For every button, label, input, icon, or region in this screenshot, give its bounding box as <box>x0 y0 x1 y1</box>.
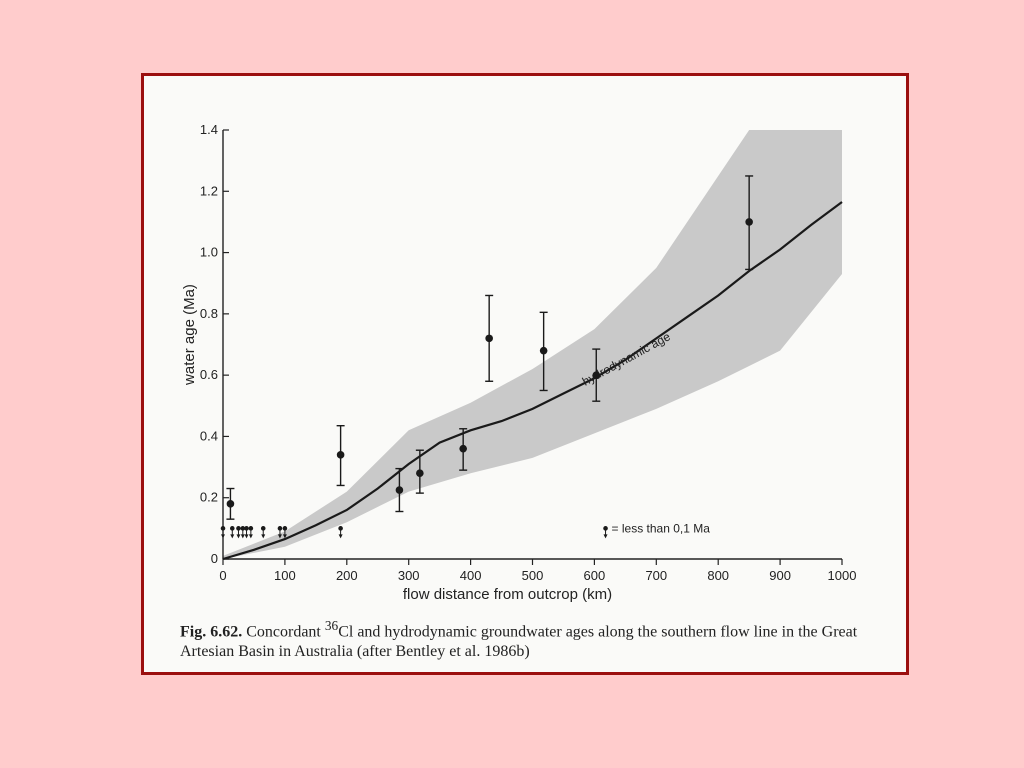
below-limit-marker-arrow <box>240 534 245 539</box>
y-tick-label: 1.0 <box>200 245 218 260</box>
below-limit-marker-arrow <box>236 534 241 539</box>
figure-frame: 0 100 200 300 400 500 600 700 800 900 1000 0 0.2 0.4 0… <box>141 73 909 675</box>
x-tick-label: 800 <box>707 568 729 583</box>
x-tick-label: 200 <box>336 568 358 583</box>
below-limit-marker-arrow <box>282 534 287 539</box>
legend-limit-marker-arrow <box>603 534 608 539</box>
x-tick-label: 0 <box>219 568 226 583</box>
below-limit-marker-arrow <box>248 534 253 539</box>
data-point <box>485 334 493 343</box>
figure-caption: Fig. 6.62. Concordant 36Cl and hydrodyna… <box>180 616 890 662</box>
x-axis-label: flow distance from outcrop (km) <box>403 586 612 603</box>
y-tick-label: 0.8 <box>200 306 218 321</box>
x-tick-label: 300 <box>398 568 420 583</box>
data-point <box>459 444 467 453</box>
data-point <box>539 346 548 355</box>
y-tick-label: 0.2 <box>200 490 218 505</box>
y-tick-label: 0.4 <box>200 428 218 443</box>
x-tick-label: 600 <box>584 568 606 583</box>
data-point <box>226 500 235 508</box>
hydrodynamic-age-curve <box>222 201 843 561</box>
below-limit-marker-arrow <box>277 534 282 539</box>
x-tick-label: 1000 <box>828 568 857 583</box>
x-tick-label: 500 <box>522 568 544 583</box>
data-point <box>592 371 601 379</box>
caption-fig-label: Fig. 6.62. <box>180 623 243 641</box>
caption-superscript: 36 <box>324 618 339 633</box>
below-limit-marker-arrow <box>230 534 235 539</box>
y-tick-label: 0.6 <box>200 367 218 382</box>
x-tick-label: 100 <box>274 568 296 583</box>
below-limit-marker-arrow <box>338 534 343 539</box>
legend-limit-label: = less than 0,1 Ma <box>612 521 711 535</box>
data-point <box>416 469 424 478</box>
data-point <box>395 486 404 494</box>
uncertainty-band <box>223 130 842 559</box>
age-vs-distance-chart: 0 100 200 300 400 500 600 700 800 900 1000 0 0.2 0.4 0… <box>181 122 857 603</box>
caption-text-end: Cl and hydrodynamic groundwater ages alo… <box>180 623 858 661</box>
y-axis-label: water age (Ma) <box>181 284 198 386</box>
x-tick-label: 900 <box>769 568 791 583</box>
below-limit-marker-arrow <box>244 534 249 539</box>
data-point <box>745 218 753 226</box>
data-point <box>336 451 345 459</box>
below-limit-marker-arrow <box>221 534 225 539</box>
caption-text-start: Concordant <box>242 623 325 641</box>
x-tick-label: 400 <box>460 568 482 583</box>
y-tick-label: 1.2 <box>200 183 218 198</box>
x-tick-label: 700 <box>645 568 667 583</box>
y-tick-label: 0 <box>211 551 218 566</box>
below-limit-marker-arrow <box>261 534 266 539</box>
y-tick-label: 1.4 <box>200 122 218 137</box>
